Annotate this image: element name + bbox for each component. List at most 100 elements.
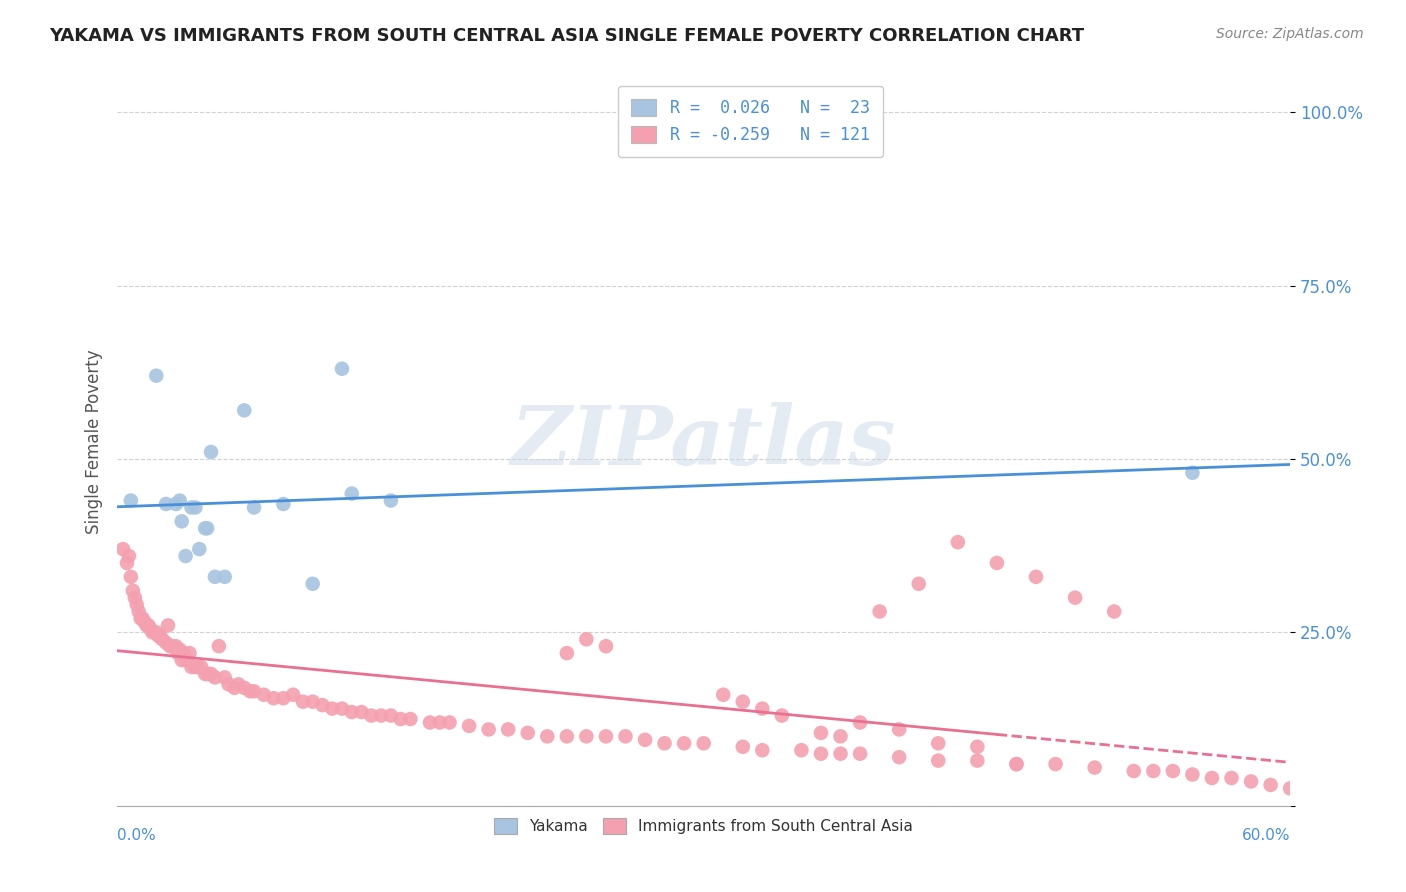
- Point: [180, 660, 202, 674]
- Point: [165, 639, 187, 653]
- Point: [555, 730, 578, 744]
- Text: 60.0%: 60.0%: [1241, 828, 1291, 843]
- Point: [1045, 757, 1067, 772]
- Point: [1201, 771, 1223, 785]
- Point: [439, 715, 461, 730]
- Point: [138, 618, 160, 632]
- Point: [330, 701, 353, 715]
- Point: [301, 695, 323, 709]
- Point: [575, 632, 598, 647]
- Point: [273, 691, 295, 706]
- Point: [849, 715, 872, 730]
- Point: [360, 708, 382, 723]
- Point: [1142, 764, 1164, 778]
- Point: [946, 535, 969, 549]
- Point: [555, 646, 578, 660]
- Point: [311, 698, 333, 713]
- Point: [214, 670, 236, 684]
- Point: [849, 747, 872, 761]
- Point: [536, 730, 558, 744]
- Point: [1161, 764, 1184, 778]
- Point: [927, 754, 949, 768]
- Point: [112, 542, 135, 557]
- Point: [233, 681, 256, 695]
- Point: [986, 556, 1008, 570]
- Legend: Yakama, Immigrants from South Central Asia: Yakama, Immigrants from South Central As…: [486, 811, 921, 842]
- Text: YAKAMA VS IMMIGRANTS FROM SOUTH CENTRAL ASIA SINGLE FEMALE POVERTY CORRELATION C: YAKAMA VS IMMIGRANTS FROM SOUTH CENTRAL …: [49, 27, 1084, 45]
- Point: [273, 497, 295, 511]
- Point: [149, 629, 172, 643]
- Point: [614, 730, 637, 744]
- Point: [321, 701, 343, 715]
- Point: [228, 677, 250, 691]
- Point: [889, 723, 911, 737]
- Point: [155, 497, 177, 511]
- Point: [1181, 767, 1204, 781]
- Point: [121, 583, 143, 598]
- Point: [340, 486, 363, 500]
- Point: [170, 514, 193, 528]
- Point: [810, 726, 832, 740]
- Point: [194, 521, 217, 535]
- Point: [141, 625, 163, 640]
- Point: [224, 681, 246, 695]
- Point: [263, 691, 285, 706]
- Point: [176, 653, 198, 667]
- Point: [830, 747, 852, 761]
- Point: [145, 625, 167, 640]
- Point: [595, 730, 617, 744]
- Point: [692, 736, 714, 750]
- Point: [190, 660, 212, 674]
- Point: [195, 667, 218, 681]
- Point: [129, 611, 152, 625]
- Point: [1279, 781, 1302, 796]
- Point: [194, 667, 217, 681]
- Point: [169, 493, 191, 508]
- Point: [166, 646, 188, 660]
- Point: [291, 695, 314, 709]
- Point: [1102, 605, 1125, 619]
- Point: [281, 688, 304, 702]
- Point: [1240, 774, 1263, 789]
- Point: [399, 712, 422, 726]
- Point: [186, 660, 208, 674]
- Point: [200, 667, 222, 681]
- Point: [370, 708, 392, 723]
- Point: [120, 570, 142, 584]
- Point: [145, 368, 167, 383]
- Point: [731, 695, 754, 709]
- Point: [233, 403, 256, 417]
- Point: [214, 570, 236, 584]
- Point: [148, 629, 170, 643]
- Point: [135, 618, 157, 632]
- Point: [419, 715, 441, 730]
- Point: [751, 743, 773, 757]
- Point: [1005, 757, 1028, 772]
- Point: [120, 493, 142, 508]
- Point: [1220, 771, 1243, 785]
- Point: [165, 497, 187, 511]
- Point: [634, 732, 657, 747]
- Point: [124, 591, 146, 605]
- Point: [125, 598, 148, 612]
- Point: [595, 639, 617, 653]
- Point: [188, 542, 211, 557]
- Point: [195, 521, 218, 535]
- Point: [155, 636, 177, 650]
- Point: [115, 556, 138, 570]
- Point: [673, 736, 696, 750]
- Point: [810, 747, 832, 761]
- Point: [184, 500, 207, 515]
- Point: [458, 719, 481, 733]
- Point: [751, 701, 773, 715]
- Text: ZIPatlas: ZIPatlas: [510, 401, 897, 482]
- Point: [1064, 591, 1087, 605]
- Point: [575, 730, 598, 744]
- Point: [380, 708, 402, 723]
- Point: [218, 677, 240, 691]
- Point: [150, 632, 173, 647]
- Point: [170, 653, 193, 667]
- Point: [169, 642, 191, 657]
- Point: [173, 646, 195, 660]
- Point: [180, 500, 202, 515]
